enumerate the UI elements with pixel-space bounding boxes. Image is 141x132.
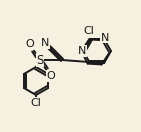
- Text: Cl: Cl: [31, 98, 41, 108]
- Text: S: S: [36, 53, 44, 67]
- Text: O: O: [26, 39, 34, 49]
- Text: O: O: [47, 71, 55, 81]
- Text: N: N: [78, 46, 86, 56]
- Text: N: N: [41, 38, 49, 48]
- Text: Cl: Cl: [84, 26, 94, 36]
- Text: N: N: [101, 33, 109, 43]
